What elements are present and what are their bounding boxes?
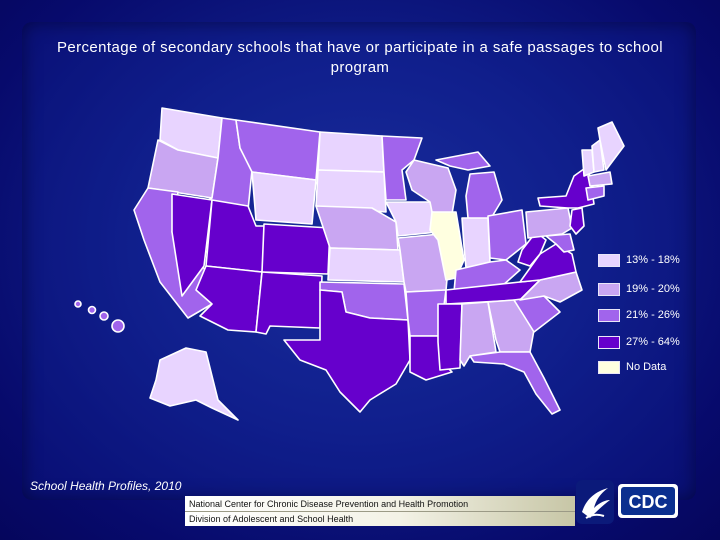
state-nv — [171, 193, 213, 297]
state-hi-2 — [87, 305, 97, 315]
state-pa — [525, 207, 573, 239]
legend-label: 19% - 20% — [626, 283, 680, 295]
state-az — [195, 265, 263, 333]
cdc-logo: CDC — [576, 480, 678, 524]
state-in — [461, 217, 491, 269]
state-ak — [149, 347, 239, 421]
state-mi — [465, 171, 503, 221]
legend-item: No Data — [598, 359, 666, 375]
state-il — [429, 211, 465, 281]
state-nm — [255, 271, 323, 335]
legend-item: 13% - 18% — [598, 252, 680, 268]
source-note: School Health Profiles, 2010 — [30, 479, 182, 493]
map-title: Percentage of secondary schools that hav… — [56, 39, 663, 76]
legend-label: 27% - 64% — [626, 336, 680, 348]
legend-swatch — [598, 282, 620, 296]
state-ia — [385, 201, 439, 237]
state-fl — [469, 351, 561, 415]
state-mn — [381, 135, 423, 201]
state-ny — [537, 165, 595, 209]
legend-swatch — [598, 253, 620, 267]
state-ms — [437, 303, 463, 371]
hhs-eagle-icon — [576, 480, 614, 524]
state-mi-up — [435, 151, 491, 171]
state-me — [597, 121, 625, 171]
state-ks — [327, 247, 405, 283]
state-hi-3 — [99, 311, 109, 321]
state-nj — [569, 207, 585, 235]
state-tx — [283, 289, 411, 413]
legend-swatch — [598, 335, 620, 349]
state-wy — [251, 171, 317, 225]
state-hi-1 — [74, 300, 82, 308]
state-ct-ri — [585, 185, 605, 201]
legend-label: 21% - 26% — [626, 309, 680, 321]
footer-divider — [185, 511, 575, 512]
footer-line-1: National Center for Chronic Disease Prev… — [189, 499, 469, 509]
footer-bar: National Center for Chronic Disease Prev… — [185, 496, 575, 526]
legend-item: 19% - 20% — [598, 281, 680, 297]
legend-item: 27% - 64% — [598, 334, 680, 350]
legend-label: 13% - 18% — [626, 254, 680, 266]
state-hi-4 — [111, 319, 125, 333]
legend-swatch — [598, 360, 620, 374]
state-co — [261, 223, 331, 275]
state-ma — [587, 171, 613, 187]
legend-item: 21% - 26% — [598, 307, 680, 323]
legend-label: No Data — [626, 361, 667, 373]
footer-line-2: Division of Adolescent and School Health — [189, 514, 354, 524]
state-sd — [315, 169, 387, 213]
state-de-md — [545, 233, 575, 253]
state-ne — [315, 205, 399, 251]
cdc-logo-text: CDC — [629, 492, 668, 512]
legend-swatch — [598, 308, 620, 322]
state-oh — [487, 209, 527, 261]
state-nd — [317, 131, 385, 173]
